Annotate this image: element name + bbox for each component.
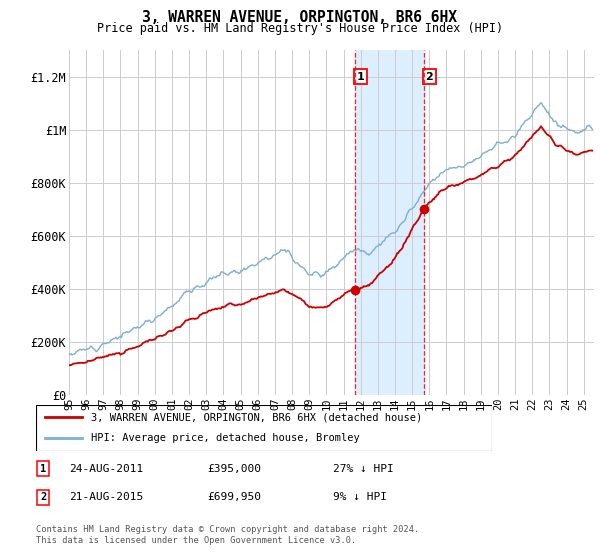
Text: 9% ↓ HPI: 9% ↓ HPI	[333, 492, 387, 502]
Text: Contains HM Land Registry data © Crown copyright and database right 2024.
This d: Contains HM Land Registry data © Crown c…	[36, 525, 419, 545]
Text: £699,950: £699,950	[207, 492, 261, 502]
Text: 2: 2	[425, 72, 433, 82]
Text: 1: 1	[40, 464, 46, 474]
Text: 1: 1	[356, 72, 364, 82]
Text: HPI: Average price, detached house, Bromley: HPI: Average price, detached house, Brom…	[91, 433, 359, 444]
Bar	[355, 50, 424, 395]
Text: Price paid vs. HM Land Registry's House Price Index (HPI): Price paid vs. HM Land Registry's House …	[97, 22, 503, 35]
Text: 24-AUG-2011: 24-AUG-2011	[69, 464, 143, 474]
Text: 2: 2	[40, 492, 46, 502]
Text: £395,000: £395,000	[207, 464, 261, 474]
Text: 21-AUG-2015: 21-AUG-2015	[69, 492, 143, 502]
Text: 3, WARREN AVENUE, ORPINGTON, BR6 6HX (detached house): 3, WARREN AVENUE, ORPINGTON, BR6 6HX (de…	[91, 412, 422, 422]
Text: 27% ↓ HPI: 27% ↓ HPI	[333, 464, 394, 474]
Text: 3, WARREN AVENUE, ORPINGTON, BR6 6HX: 3, WARREN AVENUE, ORPINGTON, BR6 6HX	[143, 10, 458, 25]
